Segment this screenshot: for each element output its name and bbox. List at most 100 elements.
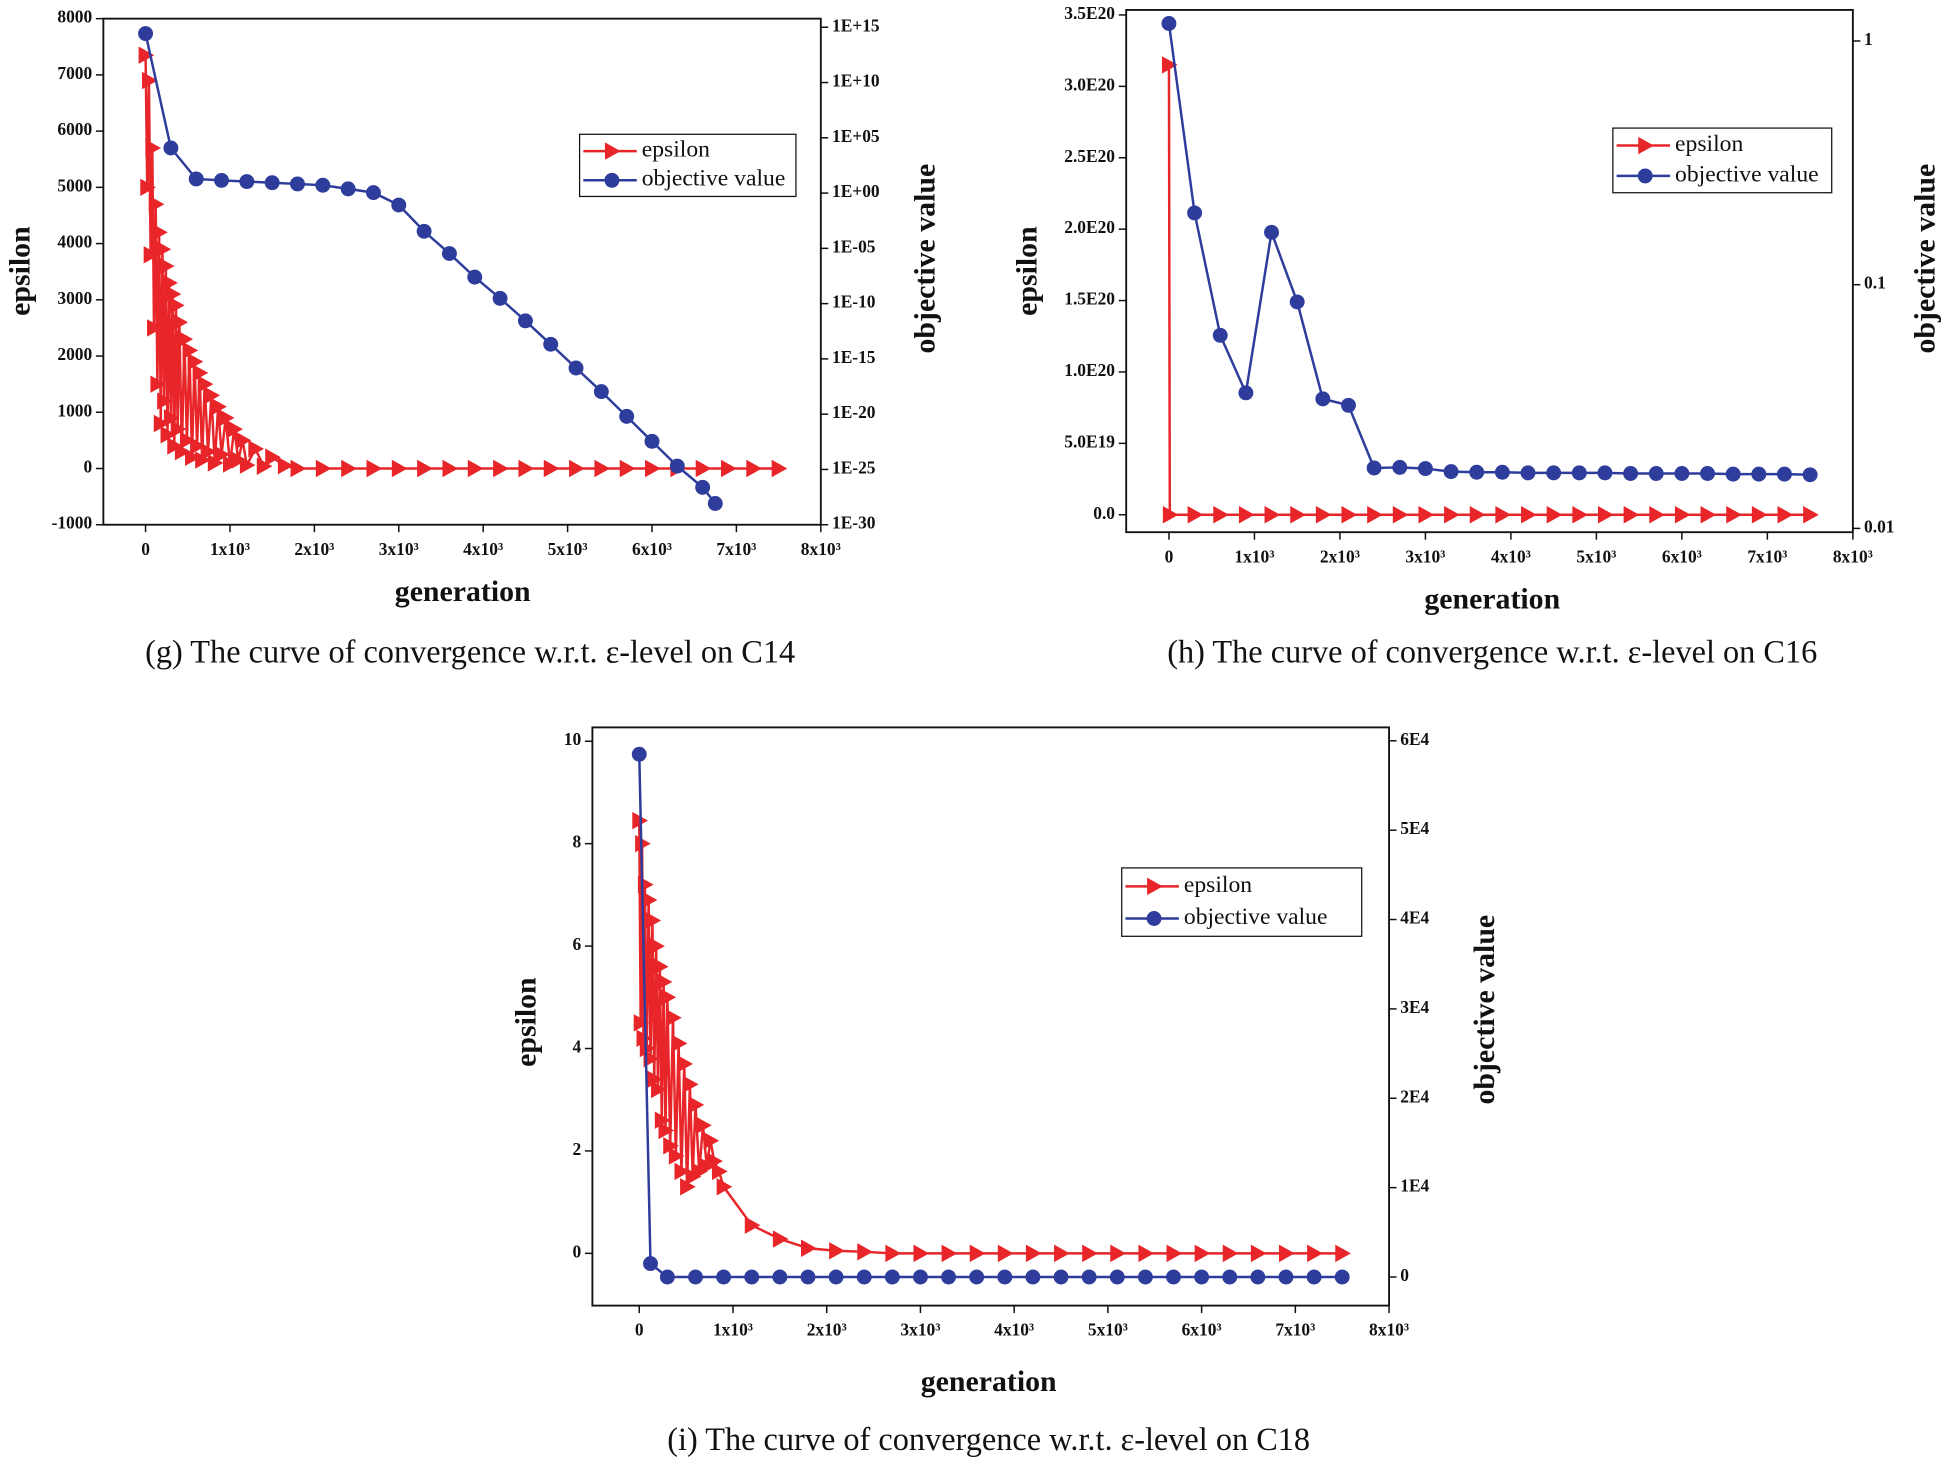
x-tick-label: 5x10³ xyxy=(1576,546,1616,566)
y2-tick-label: 1E-25 xyxy=(832,457,876,477)
circle-marker xyxy=(1341,397,1356,413)
y2-tick-label: 0 xyxy=(1400,1265,1409,1285)
triangle-marker xyxy=(179,431,196,450)
circle-marker xyxy=(467,269,483,285)
triangle-marker xyxy=(442,459,459,478)
triangle-marker xyxy=(265,448,281,466)
circle-marker xyxy=(659,1269,675,1285)
triangle-marker xyxy=(635,834,651,853)
triangle-marker xyxy=(204,386,221,405)
circle-marker xyxy=(1777,466,1792,482)
y-tick-label: 7000 xyxy=(57,63,92,83)
x-tick-label: 0 xyxy=(1165,546,1174,566)
circle-marker xyxy=(828,1269,844,1285)
triangle-marker xyxy=(721,459,737,478)
x-tick-label: 5x10³ xyxy=(1088,1320,1128,1340)
triangle-marker xyxy=(677,1055,693,1073)
circle-marker xyxy=(1571,465,1587,481)
y-tick-label: 2 xyxy=(573,1139,582,1159)
triangle-marker xyxy=(160,426,177,444)
x-tick-label: 2x10³ xyxy=(807,1320,847,1340)
triangle-marker xyxy=(211,397,227,416)
circle-marker xyxy=(707,496,723,511)
triangle-marker xyxy=(711,1162,728,1181)
circle-marker xyxy=(619,408,635,424)
triangle-marker xyxy=(543,459,560,478)
triangle-marker xyxy=(1147,877,1163,896)
circle-marker xyxy=(1334,1269,1350,1285)
circle-marker xyxy=(1306,1269,1322,1285)
x-axis-title: generation xyxy=(921,1365,1057,1398)
circle-marker xyxy=(669,458,685,474)
y2-tick-label: 0.01 xyxy=(1864,516,1894,536)
y-tick-label: 3.0E20 xyxy=(1064,74,1115,94)
circle-marker xyxy=(1802,467,1818,483)
circle-marker xyxy=(1137,1269,1153,1285)
triangle-marker xyxy=(1726,506,1742,524)
triangle-marker xyxy=(1222,1244,1239,1263)
triangle-marker xyxy=(147,319,163,337)
circle-marker xyxy=(1392,459,1408,475)
circle-marker xyxy=(1469,464,1485,480)
triangle-marker xyxy=(1138,1244,1155,1263)
circle-marker xyxy=(772,1269,788,1285)
triangle-marker xyxy=(1572,506,1588,524)
triangle-marker xyxy=(1082,1244,1098,1263)
y-tick-label: 5000 xyxy=(57,175,92,195)
plot-frame xyxy=(591,726,1390,1307)
triangle-marker xyxy=(1367,506,1383,524)
circle-marker xyxy=(264,175,280,191)
circle-marker xyxy=(365,185,381,201)
y-tick-label: 6000 xyxy=(57,119,92,139)
triangle-marker xyxy=(197,375,214,393)
circle-marker xyxy=(1161,16,1177,31)
triangle-marker xyxy=(660,988,677,1007)
circle-marker xyxy=(856,1269,872,1285)
triangle-marker xyxy=(1700,506,1717,524)
triangle-marker xyxy=(1025,1244,1042,1263)
circle-marker xyxy=(997,1269,1013,1285)
circle-marker xyxy=(1597,465,1613,481)
triangle-marker xyxy=(801,1239,817,1257)
triangle-marker xyxy=(231,451,248,469)
y2-tick-label: 1E-15 xyxy=(832,347,876,367)
triangle-marker xyxy=(256,457,273,475)
triangle-marker xyxy=(138,46,155,64)
triangle-marker xyxy=(1469,506,1486,524)
y-axis-title: epsilon xyxy=(3,226,36,316)
circle-marker xyxy=(1187,205,1203,221)
triangle-marker xyxy=(1290,506,1306,524)
triangle-marker xyxy=(674,1162,691,1181)
y-tick-label: 2.0E20 xyxy=(1064,217,1115,237)
triangle-marker xyxy=(1638,136,1654,155)
triangle-marker xyxy=(239,456,256,474)
triangle-marker xyxy=(1444,506,1460,524)
triangle-marker xyxy=(680,1178,696,1196)
circle-marker xyxy=(1623,466,1639,481)
legend-label: objective value xyxy=(1675,161,1819,187)
circle-marker xyxy=(1212,327,1228,343)
y-tick-label: 0.0 xyxy=(1093,503,1115,523)
circle-marker xyxy=(604,172,620,188)
triangle-marker xyxy=(744,1216,761,1234)
y-tick-label: -1000 xyxy=(52,513,93,533)
x-tick-label: 8x10³ xyxy=(1833,546,1873,566)
circle-marker xyxy=(1109,1269,1125,1285)
y-axis-title: epsilon xyxy=(1011,226,1044,316)
circle-marker xyxy=(644,433,660,449)
circle-marker xyxy=(1494,464,1510,480)
circle-marker xyxy=(492,290,508,306)
circle-marker xyxy=(1025,1269,1041,1285)
circle-marker xyxy=(884,1269,900,1285)
triangle-marker xyxy=(594,459,611,478)
circle-marker xyxy=(188,171,204,187)
triangle-marker xyxy=(656,973,673,991)
circle-marker xyxy=(1081,1269,1097,1285)
triangle-marker xyxy=(1213,506,1229,524)
triangle-marker xyxy=(652,957,669,976)
circle-marker xyxy=(593,384,609,400)
y2-tick-label: 4E4 xyxy=(1400,908,1429,928)
triangle-marker xyxy=(157,392,173,410)
circle-marker xyxy=(1725,466,1741,482)
